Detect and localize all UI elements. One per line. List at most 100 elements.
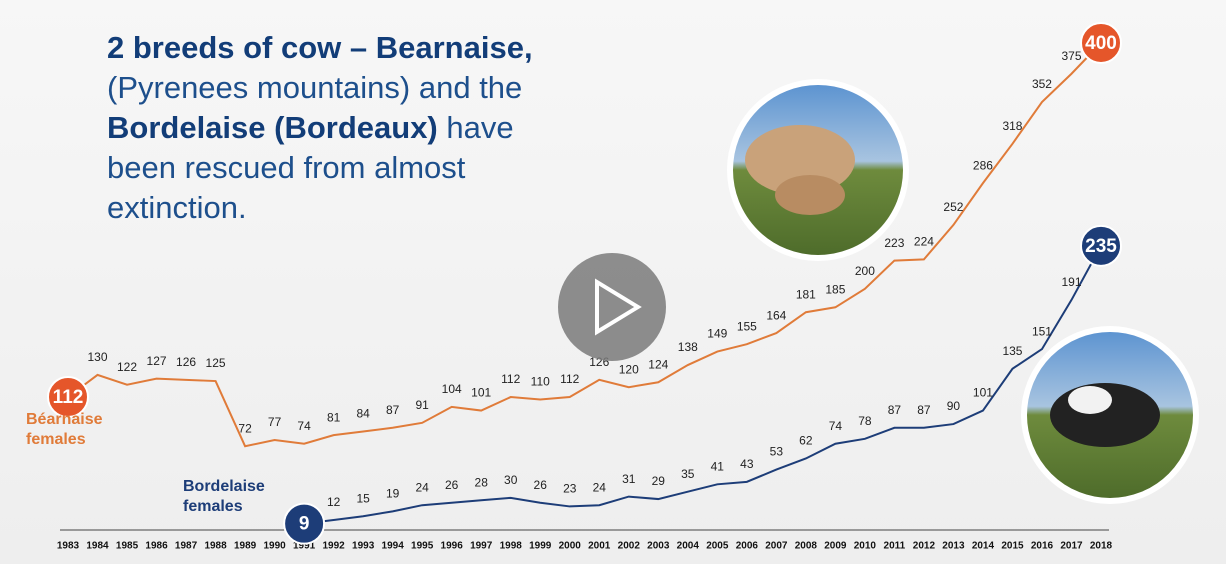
- data-label: 31: [622, 472, 636, 486]
- x-tick-label: 2007: [765, 541, 788, 552]
- data-label: 110: [531, 375, 550, 389]
- x-tick-label: 1991: [293, 541, 316, 552]
- data-label: 125: [206, 356, 226, 370]
- data-label: 318: [1002, 119, 1022, 133]
- x-tick-label: 2005: [706, 541, 729, 552]
- x-tick-label: 2012: [913, 541, 936, 552]
- x-tick-label: 1986: [145, 541, 168, 552]
- x-tick-label: 1985: [116, 541, 139, 552]
- data-label: 77: [268, 415, 282, 429]
- x-tick-label: 1993: [352, 541, 375, 552]
- end-marker: [283, 502, 326, 545]
- data-label: 223: [884, 236, 904, 250]
- end-label: 112: [53, 387, 84, 408]
- title-part: been rescued from almost: [107, 150, 466, 185]
- x-tick-label: 1992: [323, 541, 346, 552]
- data-label: 19: [386, 487, 400, 501]
- title-part: have: [437, 110, 514, 145]
- data-label: 74: [829, 419, 843, 433]
- data-label: 126: [589, 355, 609, 369]
- x-tick-label: 2016: [1031, 541, 1054, 552]
- data-label: 191: [1061, 275, 1081, 289]
- data-label: 74: [297, 419, 311, 433]
- x-tick-label: 2010: [854, 541, 877, 552]
- data-label: 151: [1032, 324, 1052, 338]
- data-label: 72: [238, 421, 252, 435]
- x-tick-label: 1997: [470, 541, 493, 552]
- end-marker: [1080, 22, 1122, 64]
- x-tick-label: 1994: [382, 541, 405, 552]
- end-label: 400: [1085, 33, 1117, 54]
- data-label: 135: [1002, 344, 1022, 358]
- data-label: 352: [1032, 77, 1052, 91]
- data-label: 23: [563, 482, 577, 496]
- title-part: (Pyrenees mountains) and the: [107, 70, 523, 105]
- data-label: 90: [947, 399, 961, 413]
- data-label: 87: [386, 403, 400, 417]
- data-label: 62: [799, 434, 813, 448]
- x-tick-label: 2009: [824, 541, 847, 552]
- data-label: 81: [327, 410, 341, 424]
- x-tick-label: 2001: [588, 541, 611, 552]
- title-part: Bordelaise (Bordeaux): [107, 110, 438, 145]
- data-label: 26: [534, 478, 548, 492]
- data-label: 24: [415, 480, 429, 494]
- data-label: 87: [888, 403, 902, 417]
- x-tick-label: 1995: [411, 541, 434, 552]
- data-label: 130: [87, 350, 107, 364]
- x-tick-label: 2008: [795, 541, 818, 552]
- x-tick-label: 2014: [972, 541, 995, 552]
- data-label: 101: [471, 386, 491, 400]
- x-tick-label: 1987: [175, 541, 198, 552]
- data-label: 185: [825, 282, 845, 296]
- data-label: 78: [858, 414, 872, 428]
- calf-shape: [775, 175, 845, 215]
- legend-label: Bordelaise females: [183, 478, 265, 515]
- data-label: 138: [678, 340, 698, 354]
- x-tick-label: 2017: [1060, 541, 1083, 552]
- title: 2 breeds of cow – Bearnaise, (Pyrenees m…: [107, 28, 533, 228]
- x-tick-label: 2004: [677, 541, 700, 552]
- data-label: 224: [914, 235, 934, 249]
- series-line: [67, 42, 1102, 448]
- data-label: 200: [855, 264, 875, 278]
- x-tick-label: 1998: [500, 541, 523, 552]
- end-label: 235: [1085, 236, 1117, 257]
- data-label: 29: [652, 474, 666, 488]
- end-marker: [1080, 224, 1122, 267]
- x-tick-label: 2003: [647, 541, 670, 552]
- x-tick-label: 1988: [204, 541, 227, 552]
- data-label: 30: [504, 473, 518, 487]
- data-label: 126: [176, 355, 196, 369]
- data-label: 53: [770, 445, 784, 459]
- data-label: 91: [415, 398, 429, 412]
- series-line: [303, 245, 1102, 525]
- x-tick-label: 2011: [884, 541, 906, 552]
- end-label: 9: [299, 514, 310, 535]
- title-part: extinction.: [107, 190, 247, 225]
- data-label: 35: [681, 467, 695, 481]
- cow-shape: [745, 125, 855, 195]
- x-tick-label: 2000: [559, 541, 582, 552]
- data-label: 101: [973, 386, 993, 400]
- data-label: 375: [1061, 49, 1081, 63]
- data-label: 24: [593, 480, 607, 494]
- x-tick-label: 2002: [618, 541, 641, 552]
- data-label: 28: [475, 475, 489, 489]
- data-label: 112: [560, 372, 579, 386]
- x-tick-label: 2018: [1090, 541, 1113, 552]
- data-label: 252: [943, 200, 963, 214]
- data-label: 26: [445, 478, 459, 492]
- x-tick-label: 1996: [441, 541, 464, 552]
- data-label: 286: [973, 158, 993, 172]
- data-label: 12: [327, 495, 341, 509]
- data-label: 120: [619, 362, 639, 376]
- data-label: 127: [147, 354, 167, 368]
- data-label: 15: [356, 491, 370, 505]
- data-label: 84: [356, 407, 370, 421]
- data-label: 124: [648, 357, 668, 371]
- title-part: 2 breeds of cow – Bearnaise,: [107, 30, 533, 65]
- legend-label: Béarnaise females: [26, 411, 103, 448]
- end-marker: [47, 376, 89, 419]
